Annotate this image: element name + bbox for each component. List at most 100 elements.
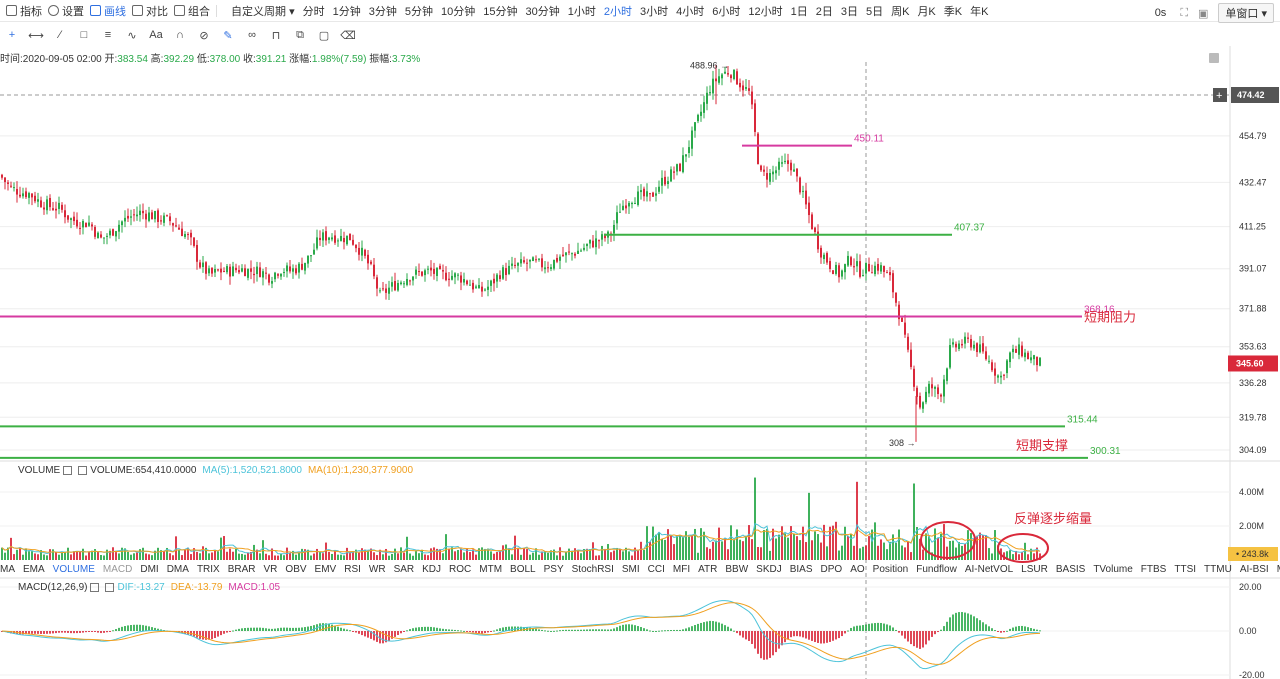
window-mode-select[interactable]: 单窗口 ▾ bbox=[1218, 3, 1274, 23]
indicator-tab-roc[interactable]: ROC bbox=[449, 564, 472, 575]
period-9[interactable]: 3小时 bbox=[639, 5, 669, 18]
period-6[interactable]: 30分钟 bbox=[525, 5, 560, 18]
indicator-tab-lsur[interactable]: LSUR bbox=[1021, 564, 1048, 575]
period-8[interactable]: 2小时 bbox=[603, 5, 632, 18]
trendline-tool-icon[interactable]: ⁄ bbox=[59, 29, 61, 41]
screenshot-icon[interactable]: ▣ bbox=[1198, 7, 1209, 20]
horizontal-ray-tool-icon[interactable]: ⟷ bbox=[28, 29, 44, 42]
period-4[interactable]: 10分钟 bbox=[440, 5, 476, 18]
ruler-tool-icon[interactable]: ⊘ bbox=[199, 29, 209, 42]
indicator-tab-ttmu[interactable]: TTMU bbox=[1204, 564, 1232, 575]
period-1[interactable]: 1分钟 bbox=[332, 5, 361, 18]
indicator-tab-bias[interactable]: BIAS bbox=[789, 564, 813, 575]
period-10[interactable]: 4小时 bbox=[676, 5, 705, 18]
indicator-tab-kdj[interactable]: KDJ bbox=[422, 564, 442, 575]
period-7[interactable]: 1小时 bbox=[567, 5, 596, 18]
indicator-tab-brar[interactable]: BRAR bbox=[227, 564, 256, 575]
indicator-tab-dpo[interactable]: DPO bbox=[820, 564, 843, 575]
indicator-tab-ema[interactable]: EMA bbox=[23, 564, 45, 575]
collapse-pane-icon[interactable] bbox=[1209, 53, 1219, 63]
indicator-tab-macd[interactable]: MACD bbox=[102, 564, 133, 575]
indicator-tab-trix[interactable]: TRIX bbox=[196, 564, 220, 575]
indicator-button[interactable]: 指标 bbox=[6, 3, 42, 19]
candle-body bbox=[256, 266, 258, 275]
copy-icon[interactable]: ⧉ bbox=[296, 28, 304, 41]
add-alert-button[interactable] bbox=[1213, 88, 1227, 102]
indicator-tab-basis[interactable]: BASIS bbox=[1055, 564, 1086, 575]
period-0[interactable]: 分时 bbox=[302, 5, 325, 18]
period-15[interactable]: 3日 bbox=[840, 5, 858, 18]
period-2[interactable]: 3分钟 bbox=[368, 5, 397, 18]
period-20[interactable]: 年K bbox=[970, 5, 989, 18]
indicator-tab-ftbs[interactable]: FTBS bbox=[1140, 564, 1167, 575]
fullscreen-toggle-icon[interactable]: ▢ bbox=[318, 29, 330, 42]
close-icon[interactable] bbox=[105, 582, 115, 592]
settings-icon[interactable] bbox=[90, 582, 100, 592]
indicator-tab-cci[interactable]: CCI bbox=[647, 564, 665, 575]
indicator-tab-emv[interactable]: EMV bbox=[314, 564, 337, 575]
indicator-tab-stochrsi[interactable]: StochRSI bbox=[571, 564, 614, 575]
indicator-tab-psy[interactable]: PSY bbox=[543, 564, 564, 575]
lock-icon[interactable]: ⊓ bbox=[271, 29, 281, 42]
wave-tool-icon[interactable]: ∿ bbox=[127, 29, 137, 42]
period-12[interactable]: 12小时 bbox=[748, 5, 783, 18]
indicator-tab-wr[interactable]: WR bbox=[368, 564, 386, 575]
indicator-tab-tvolume[interactable]: TVolume bbox=[1093, 564, 1133, 575]
period-19[interactable]: 季K bbox=[943, 5, 963, 18]
period-5[interactable]: 15分钟 bbox=[483, 5, 518, 18]
settings-icon[interactable] bbox=[63, 465, 73, 475]
period-3[interactable]: 5分钟 bbox=[404, 5, 433, 18]
text-tool-icon[interactable]: Aa bbox=[149, 29, 163, 41]
period-17[interactable]: 周K bbox=[891, 5, 910, 18]
indicator-tab-ma[interactable]: MA bbox=[0, 564, 15, 575]
link-tool-icon[interactable]: ∞ bbox=[248, 29, 256, 41]
candle-body bbox=[880, 265, 882, 272]
macd-histogram-bar bbox=[931, 631, 933, 637]
indicator-tab-obv[interactable]: OBV bbox=[285, 564, 307, 575]
rectangle-tool-icon[interactable]: □ bbox=[80, 29, 88, 41]
macd-histogram-bar bbox=[694, 625, 696, 631]
indicator-tab-bbw[interactable]: BBW bbox=[725, 564, 749, 575]
indicator-tab-boll[interactable]: BOLL bbox=[510, 564, 536, 575]
indicator-tab-rsi[interactable]: RSI bbox=[344, 564, 361, 575]
indicator-tab-fundflow[interactable]: Fundflow bbox=[916, 564, 957, 575]
period-14[interactable]: 2日 bbox=[815, 5, 833, 18]
period-13[interactable]: 1日 bbox=[790, 5, 808, 18]
close-icon[interactable] bbox=[78, 465, 88, 475]
period-18[interactable]: 月K bbox=[917, 5, 936, 18]
indicator-tab-mtm[interactable]: MTM bbox=[479, 564, 503, 575]
period-11[interactable]: 6小时 bbox=[712, 5, 741, 18]
trash-icon[interactable]: ⌫ bbox=[340, 29, 356, 42]
macd-histogram-bar bbox=[652, 630, 654, 632]
period-16[interactable]: 5日 bbox=[865, 5, 884, 18]
indicator-tab-atr[interactable]: ATR bbox=[698, 564, 718, 575]
compare-button[interactable]: 对比 bbox=[132, 3, 168, 19]
macd-histogram-bar bbox=[967, 613, 969, 631]
indicator-tab-mlr[interactable]: MLR bbox=[1277, 564, 1280, 575]
custom-period-dropdown[interactable]: 自定义周期 ▾ bbox=[231, 3, 295, 19]
indicator-tab-dmi[interactable]: DMI bbox=[140, 564, 159, 575]
magnet-tool-icon[interactable]: ∩ bbox=[176, 29, 184, 41]
crosshair-tool-icon[interactable]: + bbox=[8, 29, 16, 41]
indicator-tab-ttsi[interactable]: TTSI bbox=[1174, 564, 1197, 575]
candle-body bbox=[523, 260, 525, 263]
indicator-tab-position[interactable]: Position bbox=[872, 564, 909, 575]
candle-body bbox=[175, 225, 177, 227]
indicator-tab-skdj[interactable]: SKDJ bbox=[756, 564, 782, 575]
indicator-tab-dma[interactable]: DMA bbox=[166, 564, 189, 575]
draw-button[interactable]: 画线 bbox=[90, 3, 126, 19]
settings-button[interactable]: 设置 bbox=[48, 3, 84, 19]
indicator-tab-volume[interactable]: VOLUME bbox=[52, 564, 95, 575]
fullscreen-icon[interactable]: ⛶ bbox=[1180, 6, 1189, 19]
indicator-tab-sar[interactable]: SAR bbox=[393, 564, 415, 575]
draw-mode-icon[interactable]: ✎ bbox=[223, 29, 233, 42]
indicator-tab-ai-bsi[interactable]: AI-BSI bbox=[1239, 564, 1269, 575]
indicator-tab-vr[interactable]: VR bbox=[263, 564, 278, 575]
parallel-lines-tool-icon[interactable]: ≡ bbox=[104, 29, 112, 41]
indicator-tab-mfi[interactable]: MFI bbox=[672, 564, 691, 575]
indicator-tab-ao[interactable]: AO bbox=[850, 564, 865, 575]
indicator-tab-smi[interactable]: SMI bbox=[621, 564, 640, 575]
indicator-tab-ai-netvol[interactable]: AI-NetVOL bbox=[964, 564, 1014, 575]
combo-button[interactable]: 组合 bbox=[174, 3, 210, 19]
